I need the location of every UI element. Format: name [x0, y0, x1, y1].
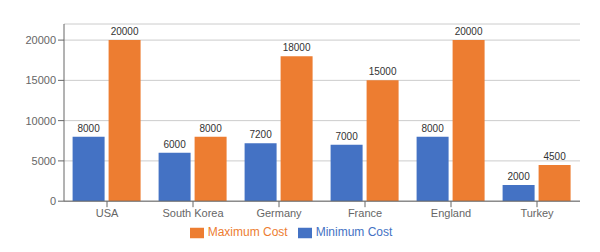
svg-text:8000: 8000 [199, 123, 222, 134]
html-text:Minimum Cost: Minimum Cost [315, 225, 393, 240]
svg-text:6000: 6000 [163, 139, 186, 150]
svg-text:South Korea: South Korea [162, 207, 224, 219]
svg-text:5000: 5000 [32, 155, 56, 167]
svg-text:USA: USA [96, 207, 119, 219]
svg-text:France: France [348, 207, 382, 219]
svg-text:Germany: Germany [256, 207, 302, 219]
svg-text:7200: 7200 [249, 129, 272, 140]
svg-text:2000: 2000 [507, 171, 530, 182]
svg-text:0: 0 [50, 195, 56, 207]
svg-text:20000: 20000 [111, 26, 139, 37]
svg-text:Turkey: Turkey [520, 207, 554, 219]
svg-text:7000: 7000 [335, 131, 358, 142]
svg-text:10000: 10000 [25, 115, 56, 127]
svg-text:18000: 18000 [283, 42, 311, 53]
svg-text:England: England [431, 207, 471, 219]
svg-text:20000: 20000 [25, 34, 56, 46]
svg-text:4500: 4500 [543, 151, 566, 162]
svg-text:8000: 8000 [77, 123, 100, 134]
html-text:Maximum Cost: Maximum Cost [207, 225, 288, 240]
svg-text:15000: 15000 [369, 66, 397, 77]
svg-text:15000: 15000 [25, 74, 56, 86]
svg-text:20000: 20000 [455, 26, 483, 37]
svg-text:8000: 8000 [421, 123, 444, 134]
